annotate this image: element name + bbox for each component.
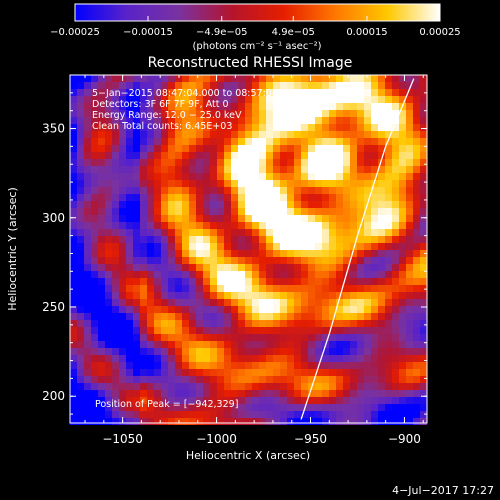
footer-timestamp: 4−Jul−2017 17:27 bbox=[392, 484, 494, 497]
chart-title: Reconstructed RHESSI Image bbox=[148, 55, 353, 71]
x-tick-label: −950 bbox=[294, 432, 327, 446]
solar-limb-line bbox=[300, 78, 415, 420]
heatmap-image bbox=[70, 75, 427, 425]
x-tick-label: −900 bbox=[388, 432, 421, 446]
y-axis-label: Heliocentric Y (arcsec) bbox=[6, 187, 19, 311]
annotation-detectors: Detectors: 3F 6F 7F 9F, Att 0 bbox=[92, 99, 229, 110]
plot-frame bbox=[69, 74, 428, 424]
colorbar-tick-label: 0.00015 bbox=[346, 27, 387, 38]
x-tick-label: −1050 bbox=[102, 432, 143, 446]
x-axis-label: Heliocentric X (arcsec) bbox=[186, 449, 310, 462]
y-tick-label: 350 bbox=[42, 122, 65, 136]
colorbar-tick-label: 4.9e−05 bbox=[272, 27, 315, 38]
annotation-energy: Energy Range: 12.0 − 25.0 keV bbox=[92, 110, 242, 121]
y-tick-label: 250 bbox=[42, 300, 65, 314]
x-tick-label: −1000 bbox=[196, 432, 237, 446]
colorbar-tick-label: −4.9e−05 bbox=[196, 27, 248, 38]
colorbar: −0.00025 −0.00015 −4.9e−05 4.9e−05 0.00015 0.… bbox=[50, 3, 461, 52]
y-tick-label: 300 bbox=[42, 211, 65, 225]
annotation-block: 5−Jan−2015 08:47:04.000 to 08:57:04.000 … bbox=[92, 88, 299, 132]
annotation-counts: Clean Total counts: 6.45E+03 bbox=[92, 121, 232, 132]
axis-ticks: −1050 −1000 −950 −900 200 250 300 350 bbox=[42, 74, 427, 446]
annotation-time: 5−Jan−2015 08:47:04.000 to 08:57:04.000 bbox=[92, 88, 299, 99]
colorbar-units: (photons cm⁻² s⁻¹ asec⁻²) bbox=[192, 41, 321, 52]
colorbar-tick-label: −0.00025 bbox=[50, 27, 100, 38]
y-tick-label: 200 bbox=[42, 389, 65, 403]
colorbar-tick-label: −0.00015 bbox=[123, 27, 173, 38]
plot-area: −1050 −1000 −950 −900 200 250 300 350 bbox=[42, 74, 428, 446]
colorbar-tick-label: 0.00025 bbox=[419, 27, 460, 38]
colorbar-gradient bbox=[74, 3, 441, 22]
peak-position-label: Position of Peak = [−942,329] bbox=[95, 399, 238, 410]
